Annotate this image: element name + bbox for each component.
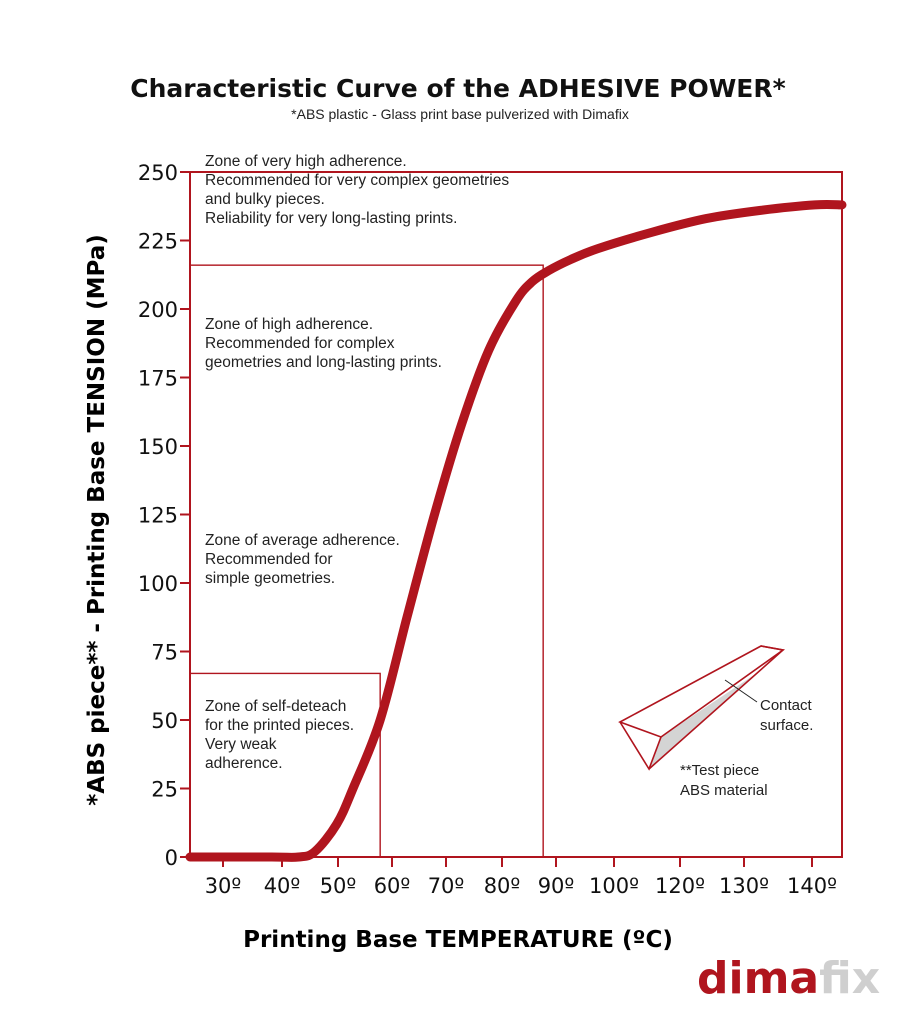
zone-label-line: Recommended for complex xyxy=(205,335,395,352)
y-tick-label: 50 xyxy=(151,709,178,733)
x-tick-label: 90º xyxy=(538,874,575,898)
zone-label-line: Recommended for xyxy=(205,551,333,568)
chart-subtitle: *ABS plastic - Glass print base pulveriz… xyxy=(291,106,629,122)
y-axis-label: *ABS piece** - Printing Base TENSION (MP… xyxy=(84,234,110,806)
zone-label-line: and bulky pieces. xyxy=(205,191,325,208)
y-axis-ticks: 0 25 50 75 100 125 150 175 200 225 250 xyxy=(138,161,190,870)
y-tick-label: 75 xyxy=(151,641,178,665)
x-tick-label: 130º xyxy=(719,874,769,898)
test-piece-bottom-edge xyxy=(648,645,785,770)
x-axis-ticks: 30º 40º 50º 60º 70º 80º 90º 100º 120º 130º 140º xyxy=(205,857,837,898)
logo-part-fix: fix xyxy=(819,953,880,1004)
logo-text: dimafix xyxy=(697,953,880,1004)
zone-box xyxy=(189,171,843,858)
x-tick-label: 40º xyxy=(264,874,301,898)
zone-label-line: adherence. xyxy=(205,755,283,772)
zone-label-high: Zone of high adherence. Recommended for c… xyxy=(205,316,442,371)
zone-label-line: Zone of average adherence. xyxy=(205,532,400,549)
contact-surface-pointer xyxy=(724,679,758,703)
contact-surface-line: Contact xyxy=(760,697,813,714)
x-tick-label: 30º xyxy=(205,874,242,898)
zone-label-line: Reliability for very long-lasting prints… xyxy=(205,210,457,227)
x-tick-label: 140º xyxy=(787,874,837,898)
zone-label-line: geometries and long-lasting prints. xyxy=(205,354,442,371)
test-piece-line: ABS material xyxy=(680,782,768,799)
x-tick-label: 100º xyxy=(589,874,639,898)
zone-label-self-detach: Zone of self-deteach for the printed piec… xyxy=(205,698,354,772)
dimafix-logo: dimafix xyxy=(697,953,880,1004)
zone-label-line: simple geometries. xyxy=(205,570,335,587)
y-tick-label: 175 xyxy=(138,367,178,391)
zone-texts: Zone of very high adherence. Recommended … xyxy=(205,153,509,772)
y-tick-label: 125 xyxy=(138,504,178,528)
test-piece-line: **Test piece xyxy=(680,762,759,779)
y-tick-label: 250 xyxy=(138,161,178,185)
zone-label-average: Zone of average adherence. Recommended fo… xyxy=(205,532,400,587)
zone-label-line: Recommended for very complex geometries xyxy=(205,172,509,189)
zone-label-line: Zone of self-deteach xyxy=(205,698,346,715)
x-tick-label: 60º xyxy=(374,874,411,898)
x-tick-label: 50º xyxy=(320,874,357,898)
zone-boxes xyxy=(189,171,843,858)
x-tick-label: 120º xyxy=(655,874,705,898)
series-layer xyxy=(185,199,847,862)
zone-label-line: Zone of very high adherence. xyxy=(205,153,407,170)
logo-part-dima: dima xyxy=(697,953,819,1004)
y-tick-label: 100 xyxy=(138,572,178,596)
test-piece-label: **Test piece ABS material xyxy=(680,762,768,799)
contact-surface-label: Contact surface. xyxy=(760,697,816,734)
zone-label-line: Zone of high adherence. xyxy=(205,316,373,333)
y-tick-label: 225 xyxy=(138,230,178,254)
x-axis-label: Printing Base TEMPERATURE (ºC) xyxy=(243,927,673,953)
zone-label-very-high: Zone of very high adherence. Recommended … xyxy=(205,153,509,227)
x-tick-label: 80º xyxy=(484,874,521,898)
zone-label-line: Very weak xyxy=(205,736,277,753)
contact-surface-line: surface. xyxy=(760,717,813,734)
x-tick-label: 70º xyxy=(428,874,465,898)
test-piece-illustration xyxy=(618,645,786,771)
y-tick-label: 150 xyxy=(138,435,178,459)
series-line xyxy=(185,199,847,862)
chart-title: Characteristic Curve of the ADHESIVE POW… xyxy=(130,74,785,103)
y-tick-label: 200 xyxy=(138,298,178,322)
y-tick-label: 25 xyxy=(151,778,178,802)
y-tick-label: 0 xyxy=(165,846,178,870)
zone-label-line: for the printed pieces. xyxy=(205,717,354,734)
